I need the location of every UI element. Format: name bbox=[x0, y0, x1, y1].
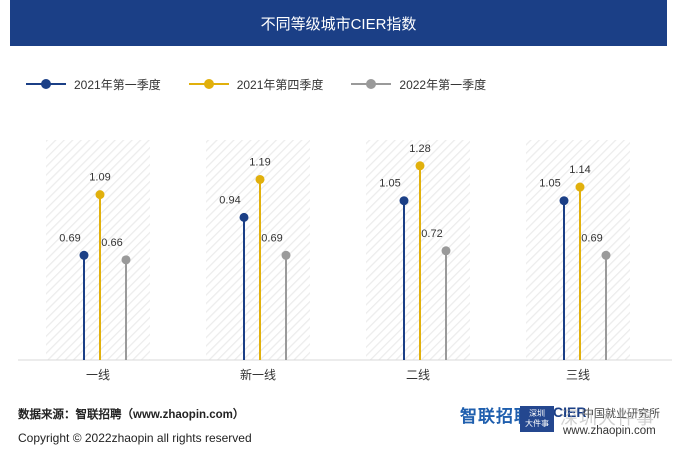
legend-item-2021q1: 2021年第一季度 bbox=[26, 76, 161, 93]
legend-label-2021q4: 2021年第四季度 bbox=[236, 77, 324, 92]
badge-line1: 深圳 bbox=[529, 409, 545, 418]
legend-item-2021q4: 2021年第四季度 bbox=[188, 76, 324, 93]
legend-label-2021q1: 2021年第一季度 bbox=[74, 77, 161, 92]
data-label: 1.05 bbox=[539, 178, 560, 190]
lollipop-point bbox=[415, 161, 425, 171]
lollipop-point bbox=[281, 250, 291, 260]
group-background-3 bbox=[526, 140, 630, 360]
data-label: 0.94 bbox=[219, 194, 240, 206]
lollipop-chart: 一线 0.69 1.09 0.66 新一线 0.94 1.19 0.69 二线 1.05 1.28 0… bbox=[18, 140, 672, 382]
data-label: 0.69 bbox=[59, 232, 80, 244]
data-label: 1.09 bbox=[89, 172, 110, 184]
zhaopin-url: www.zhaopin.com bbox=[563, 425, 656, 437]
copyright-text: Copyright © 2022zhaopin all rights reser… bbox=[18, 431, 252, 445]
lollipop-point bbox=[121, 255, 131, 265]
group-background-0 bbox=[46, 140, 150, 360]
data-label: 0.72 bbox=[421, 228, 442, 240]
lollipop-point bbox=[399, 196, 409, 206]
group-background-2 bbox=[366, 140, 470, 360]
lollipop-point bbox=[601, 250, 611, 260]
data-source: 数据来源：智联招聘（www.zhaopin.com） bbox=[18, 409, 245, 421]
x-tick-label: 三线 bbox=[566, 368, 590, 382]
group-background-1 bbox=[206, 140, 310, 360]
lollipop-point bbox=[255, 174, 265, 184]
legend-item-2022q1: 2022年第一季度 bbox=[351, 76, 486, 93]
data-label: 1.14 bbox=[569, 164, 590, 176]
legend-marker-2021q4 bbox=[188, 79, 229, 89]
data-label: 0.69 bbox=[581, 232, 602, 244]
data-label: 1.28 bbox=[409, 143, 430, 155]
chart-title: 不同等级城市CIER指数 bbox=[260, 15, 417, 33]
lollipop-point bbox=[441, 246, 451, 256]
lollipop-point bbox=[559, 196, 569, 206]
data-label: 0.69 bbox=[261, 232, 282, 244]
zhilian-logo: 智联招聘 bbox=[460, 407, 532, 426]
chart-title-bar: 不同等级城市CIER指数 bbox=[10, 0, 667, 46]
lollipop-point bbox=[239, 212, 249, 222]
x-tick-label: 一线 bbox=[86, 368, 110, 382]
legend-marker-2022q1 bbox=[351, 79, 392, 89]
lollipop-point bbox=[575, 182, 585, 192]
legend: 2021年第一季度 2021年第四季度 2022年第一季度 bbox=[26, 74, 514, 94]
lollipop-point bbox=[95, 190, 105, 200]
data-label: 0.66 bbox=[101, 237, 122, 249]
watermark: 深圳大件事 bbox=[560, 408, 655, 428]
x-tick-label: 二线 bbox=[406, 368, 430, 382]
lollipop-point bbox=[79, 250, 89, 260]
data-label: 1.19 bbox=[249, 156, 270, 168]
legend-label-2022q1: 2022年第一季度 bbox=[399, 77, 487, 92]
wechat-badge-icon: 深圳 大件事 bbox=[520, 406, 554, 432]
cier-logo: CIER bbox=[553, 404, 587, 420]
x-tick-label: 新一线 bbox=[240, 367, 276, 382]
legend-marker-2021q1 bbox=[26, 79, 66, 89]
ciidr-logo: 中国就业研究所 bbox=[583, 408, 660, 420]
badge-line2: 大件事 bbox=[525, 419, 549, 428]
data-label: 1.05 bbox=[379, 178, 400, 190]
